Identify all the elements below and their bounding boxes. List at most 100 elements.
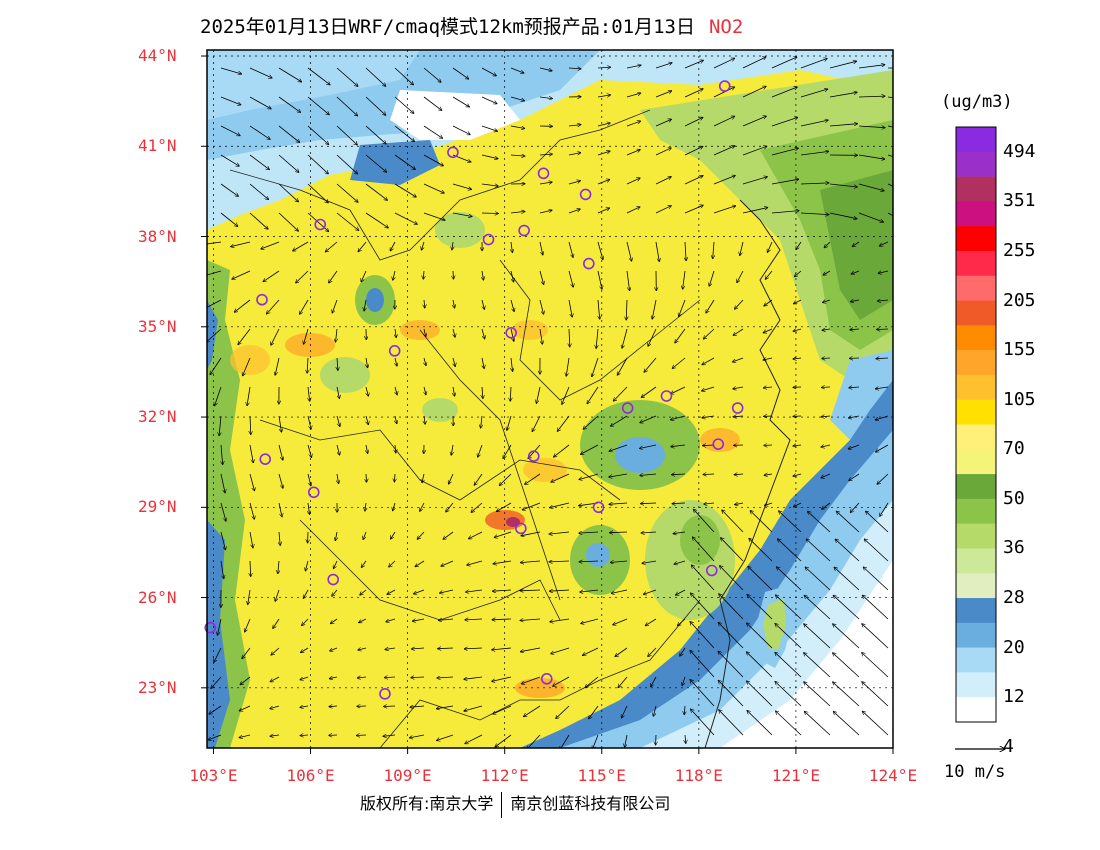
station-marker	[528, 450, 540, 462]
wind-arrow	[437, 677, 454, 678]
wind-arrow	[520, 647, 541, 652]
wind-arrow	[763, 358, 773, 360]
wind-arrow	[423, 96, 442, 110]
wind-arrow	[210, 357, 222, 375]
wind-arrow	[748, 566, 773, 591]
wind-arrow	[481, 213, 498, 214]
wind-arrow	[507, 415, 512, 430]
wind-arrow	[387, 589, 396, 594]
wind-arrow	[499, 473, 512, 486]
wind-arrow	[767, 241, 773, 252]
wind-arrow	[452, 212, 472, 217]
wind-arrow	[864, 539, 889, 562]
wind-arrow	[829, 61, 857, 69]
station-marker	[537, 167, 550, 180]
station-marker	[482, 233, 495, 246]
wind-arrow	[365, 67, 386, 86]
wind-arrow	[249, 502, 254, 519]
wind-arrow	[862, 711, 889, 736]
wind-arrow	[293, 241, 309, 251]
wind-arrow	[300, 735, 309, 736]
wind-arrow	[453, 357, 455, 367]
wind-arrow	[800, 89, 828, 98]
wind-arrow	[239, 734, 251, 738]
wind-arrow	[779, 511, 802, 533]
wind-arrow	[655, 91, 672, 98]
wind-arrow	[621, 705, 628, 718]
wind-arrow	[850, 502, 860, 513]
wind-arrow	[887, 96, 893, 98]
wind-arrow	[208, 734, 222, 740]
wind-arrow	[879, 241, 889, 246]
wind-arrow	[862, 595, 889, 620]
wind-arrow	[858, 126, 885, 128]
wind-arrow	[679, 299, 686, 317]
wind-arrow	[232, 270, 251, 279]
wind-arrow	[536, 386, 541, 404]
wind-arrow	[511, 357, 513, 371]
colorbar-swatch	[956, 622, 996, 648]
wind-arrow	[296, 270, 309, 283]
wind-arrow	[672, 503, 686, 504]
wind-arrow	[467, 560, 483, 565]
concentration-field	[207, 50, 893, 748]
wind-arrow	[653, 705, 657, 716]
colorbar-swatch	[956, 697, 996, 723]
wind-arrow	[307, 67, 330, 85]
wind-arrow	[719, 710, 744, 736]
wind-arrow	[215, 386, 222, 406]
wind-arrow	[550, 618, 570, 622]
wind-arrow	[465, 619, 483, 620]
wind-arrow	[685, 241, 686, 261]
wind-arrow	[648, 328, 657, 346]
wind-arrow	[231, 241, 251, 247]
wind-arrow	[423, 183, 444, 193]
wind-arrow	[852, 241, 860, 247]
colorbar-label: 28	[1003, 587, 1025, 609]
wind-arrow	[452, 183, 472, 189]
colorbar-label: 12	[1003, 686, 1025, 708]
wind-arrow	[597, 123, 610, 127]
wind-arrow	[655, 119, 672, 127]
wind-arrow	[539, 154, 552, 155]
wind-arrow	[411, 648, 425, 649]
wind-arrow	[539, 299, 544, 314]
wind-arrow	[585, 676, 599, 688]
wind-arrow	[439, 589, 454, 593]
wind-arrow	[249, 183, 269, 200]
wind-arrow	[390, 241, 396, 251]
wind-arrow	[510, 96, 525, 101]
wind-arrow	[597, 95, 611, 97]
station-marker	[327, 573, 339, 586]
wind-arrow	[278, 67, 302, 82]
wind-arrow	[395, 386, 397, 395]
wind-arrow	[833, 595, 860, 620]
wind-arrow	[510, 299, 514, 312]
wind-arrow	[481, 125, 498, 131]
station-marker	[259, 453, 272, 465]
wind-arrow	[332, 589, 338, 596]
wind-arrow	[568, 181, 581, 185]
wind-arrow	[333, 560, 338, 569]
wind-arrow	[690, 680, 715, 707]
wind-arrow	[453, 386, 455, 396]
wind-arrow	[626, 65, 641, 69]
wind-arrow	[238, 328, 251, 345]
colorbar-label: 494	[1003, 140, 1036, 162]
wind-arrow	[733, 328, 744, 335]
wind-arrow	[471, 502, 483, 512]
wind-arrow	[395, 415, 397, 424]
wind-arrow	[733, 416, 744, 417]
colorbar-label: 105	[1003, 388, 1036, 410]
wind-arrow	[568, 270, 573, 287]
wind-arrow	[329, 677, 338, 679]
wind-arrow	[794, 270, 802, 277]
wind-arrow	[671, 445, 686, 447]
wind-arrow	[553, 676, 570, 686]
wind-arrow	[875, 415, 889, 420]
colorbar-swatch	[956, 474, 996, 500]
wind-arrow	[763, 328, 773, 333]
wind-arrow	[336, 386, 339, 399]
title-text: 2025年01月13日WRF/cmaq模式12km预报产品:01月13日	[200, 16, 695, 38]
wind-arrow	[438, 619, 454, 620]
